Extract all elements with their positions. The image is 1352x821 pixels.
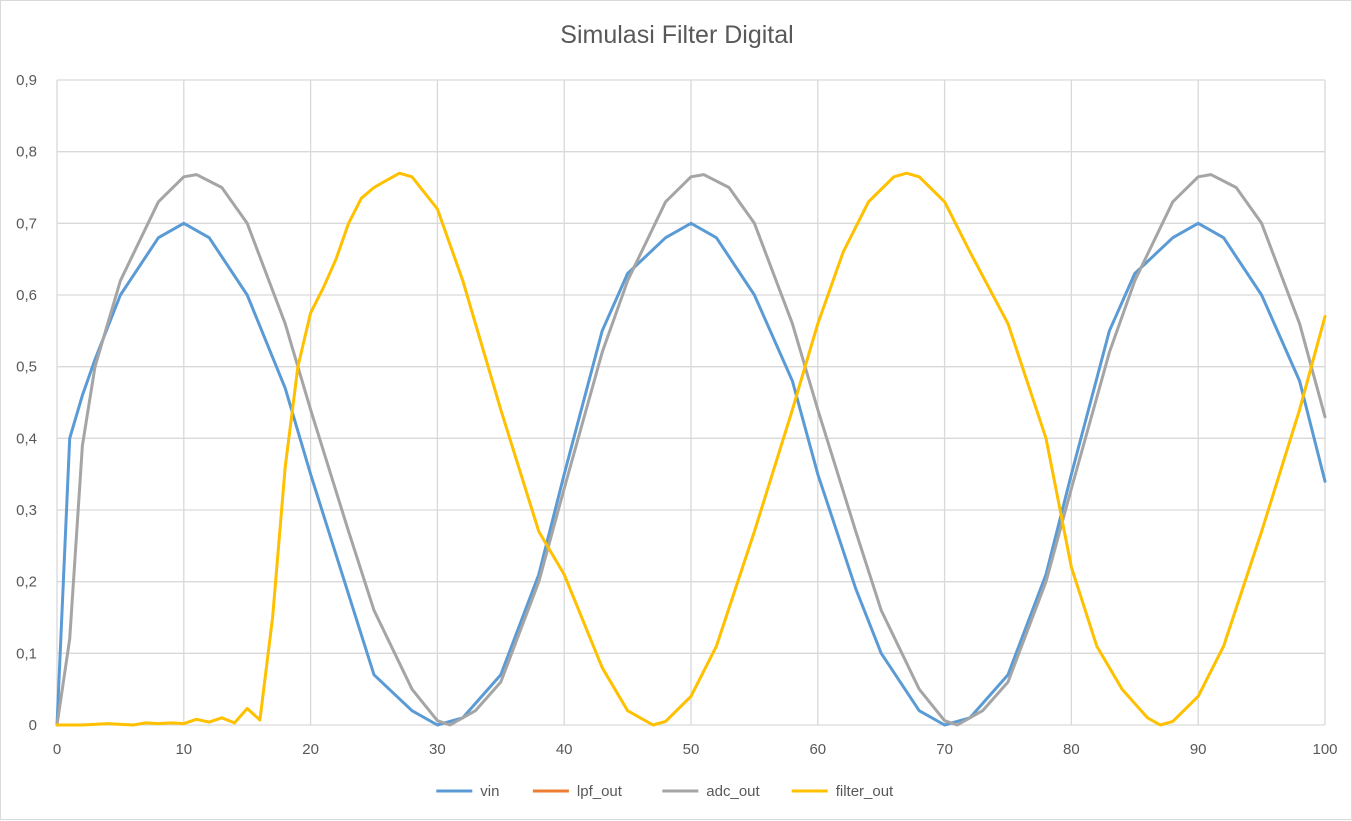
legend: vin lpf_out adc_out filter_out bbox=[436, 783, 894, 800]
x-tick-label: 0 bbox=[53, 741, 61, 758]
legend-label-vin: vin bbox=[480, 783, 499, 800]
y-tick-label: 0,7 bbox=[16, 215, 37, 232]
x-tick-label: 90 bbox=[1190, 741, 1207, 758]
series-line-vin bbox=[55, 221, 1327, 727]
x-tick-label: 50 bbox=[683, 741, 700, 758]
y-tick-label: 0,8 bbox=[16, 144, 37, 161]
x-tick-label: 80 bbox=[1063, 741, 1080, 758]
x-tick-label: 40 bbox=[556, 741, 573, 758]
gridlines bbox=[56, 79, 1326, 726]
y-tick-label: 0,4 bbox=[16, 430, 37, 447]
y-tick-label: 0,2 bbox=[16, 574, 37, 591]
y-tick-label: 0 bbox=[29, 717, 37, 734]
x-tick-label: 20 bbox=[302, 741, 319, 758]
x-tick-label: 100 bbox=[1312, 741, 1337, 758]
legend-label-adc-out: adc_out bbox=[706, 783, 760, 800]
axes: 0 0,1 0,2 0,3 0,4 0,5 0,6 0,7 0,8 0,9 0 10 20 30 40 50 6… bbox=[16, 72, 1337, 758]
y-tick-label: 0,9 bbox=[16, 72, 37, 89]
series-line-filter-out bbox=[55, 171, 1327, 727]
x-tick-label: 10 bbox=[175, 741, 192, 758]
y-tick-label: 0,3 bbox=[16, 502, 37, 519]
y-tick-label: 0,6 bbox=[16, 287, 37, 304]
x-tick-label: 70 bbox=[936, 741, 953, 758]
legend-label-filter-out: filter_out bbox=[836, 783, 894, 800]
y-tick-label: 0,1 bbox=[16, 645, 37, 662]
x-tick-label: 60 bbox=[809, 741, 826, 758]
chart-title: Simulasi Filter Digital bbox=[560, 21, 794, 49]
legend-label-lpf-out: lpf_out bbox=[577, 783, 623, 800]
plot-series bbox=[55, 171, 1327, 727]
series-line-adc-out bbox=[55, 173, 1327, 727]
y-tick-label: 0,5 bbox=[16, 359, 37, 376]
x-tick-label: 30 bbox=[429, 741, 446, 758]
